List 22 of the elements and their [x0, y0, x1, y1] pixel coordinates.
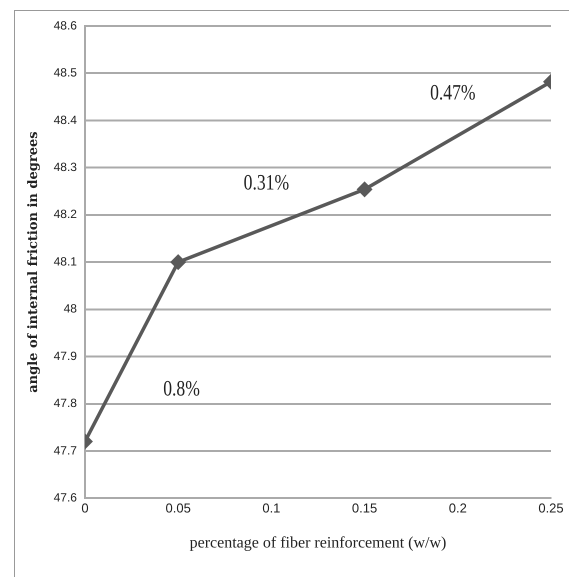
- y-axis-title: angle of internal friction in degrees: [26, 131, 42, 393]
- x-tick-label: 0.05: [166, 500, 191, 516]
- y-tick-label: 48.6: [54, 18, 78, 32]
- annotation: 0.47%: [430, 80, 476, 105]
- annotation: 0.31%: [244, 170, 290, 196]
- y-tick-label: 48.1: [54, 254, 78, 268]
- annotation: 0.8%: [163, 376, 200, 402]
- x-tick-label: 0.25: [538, 500, 564, 516]
- x-tick-label: 0.1: [262, 500, 280, 516]
- y-tick-label: 48.4: [54, 112, 78, 127]
- y-tick-label: 48.5: [54, 66, 78, 80]
- y-tick-label: 48.3: [54, 160, 78, 174]
- y-tick-label: 48.2: [54, 207, 78, 222]
- x-tick-label: 0: [81, 500, 89, 516]
- y-tick-label: 47.7: [54, 443, 78, 458]
- y-tick-label: 47.8: [54, 396, 78, 410]
- x-tick-label: 0.15: [352, 500, 378, 516]
- x-tick-label: 0.2: [448, 500, 467, 516]
- x-axis-title: percentage of fiber reinforcement (w/w): [190, 534, 446, 552]
- y-tick-label: 47.9: [54, 348, 78, 363]
- y-tick-label: 47.6: [54, 490, 78, 505]
- y-tick-label: 48: [64, 302, 78, 316]
